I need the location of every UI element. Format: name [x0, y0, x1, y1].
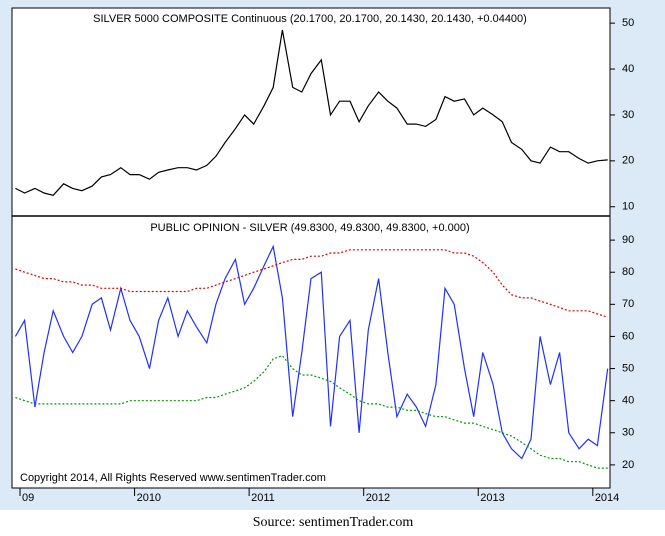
y-tick-label: 20 — [622, 155, 634, 167]
x-tick-label: 2013 — [480, 492, 504, 504]
plot-area — [11, 7, 611, 489]
annotation: Copyright 2014, All Rights Reserved www.… — [20, 472, 326, 484]
x-tick-label: 2010 — [137, 492, 161, 504]
chart-title: PUBLIC OPINION - SILVER (49.8300, 49.830… — [150, 222, 469, 234]
y-tick-label: 20 — [622, 459, 634, 471]
series-line — [15, 29, 608, 196]
y-tick-label: 50 — [622, 17, 634, 29]
series-line — [14, 244, 609, 460]
chart-title: SILVER 5000 COMPOSITE Continuous (20.170… — [93, 13, 527, 25]
y-tick-label: 50 — [622, 362, 634, 374]
source: Source: sentimenTrader.com — [253, 515, 414, 530]
x-tick-label: 2011 — [251, 492, 275, 504]
y-tick-label: 30 — [622, 427, 634, 439]
y-tick-label: 40 — [622, 63, 634, 75]
x-tick-label: 09 — [22, 492, 34, 504]
y-tick-label: 40 — [622, 395, 634, 407]
y-tick-label: 30 — [622, 109, 634, 121]
series-line — [15, 249, 608, 318]
y-tick-label: 10 — [622, 201, 634, 213]
x-tick-label: 2012 — [366, 492, 390, 504]
x-tick-label: 2014 — [595, 492, 619, 504]
y-tick-label: 60 — [622, 330, 634, 342]
y-tick-label: 90 — [622, 234, 634, 246]
y-tick-label: 80 — [622, 266, 634, 278]
series-line — [15, 354, 608, 469]
y-tick-label: 70 — [622, 298, 634, 310]
